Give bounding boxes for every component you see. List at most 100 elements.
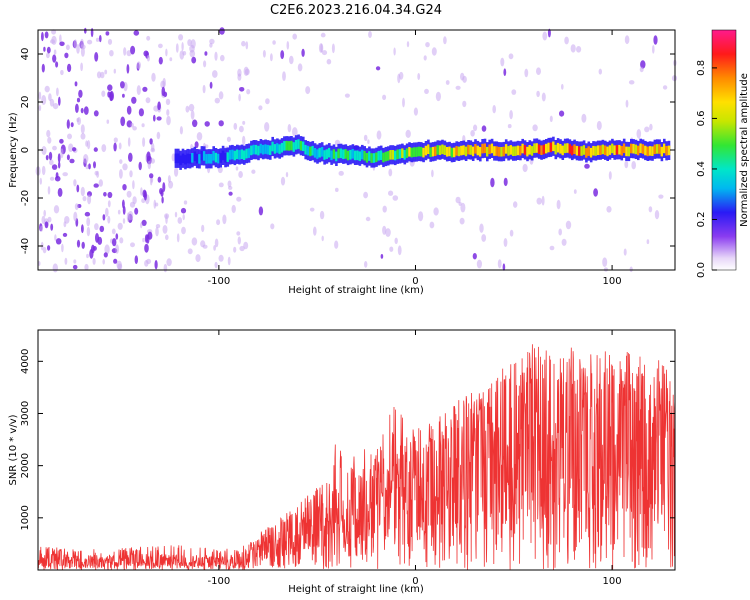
spectrogram-noise-blob bbox=[38, 105, 42, 111]
spectrogram-noise-blob bbox=[272, 40, 276, 45]
spectrogram-ridge-cell bbox=[460, 145, 463, 156]
spectrogram-noise-blob bbox=[382, 94, 387, 101]
spectrogram-noise-blob bbox=[522, 163, 528, 173]
spectrogram-noise-blob bbox=[49, 98, 55, 107]
spectrogram-noise-blob bbox=[109, 50, 114, 57]
spectrogram-ridge-cell bbox=[292, 142, 296, 152]
spectrogram-ridge-cell bbox=[622, 143, 626, 154]
spectrogram-ridge-cell bbox=[200, 150, 204, 161]
spectrogram-noise-blob bbox=[83, 154, 89, 164]
spectrogram-noise-blob bbox=[242, 120, 246, 125]
spectrogram-ridge-cell bbox=[335, 151, 338, 162]
spectrogram-ridge-cell bbox=[604, 145, 607, 156]
spectrogram-ridge-cell bbox=[365, 153, 369, 163]
spectrogram-noise-blob bbox=[524, 68, 529, 78]
spectrogram-noise-blob bbox=[187, 248, 193, 255]
spectrogram-noise-blob bbox=[513, 201, 518, 208]
spectrogram-noise-blob bbox=[37, 261, 41, 266]
spectrogram-ridge-cell bbox=[526, 146, 529, 157]
spectrogram-ridge-cell bbox=[448, 146, 451, 157]
spectrogram-ridge-cell bbox=[245, 148, 248, 159]
spectrogram-noise-blob bbox=[49, 176, 55, 181]
spectrogram-noise-blob bbox=[425, 42, 430, 48]
spectrogram-noise-blob bbox=[623, 248, 627, 256]
x-tick-label: 0 bbox=[412, 276, 418, 287]
spectrogram-ridge-cell bbox=[195, 153, 199, 164]
spectrogram-noise-blob bbox=[132, 180, 135, 190]
spectrogram-noise-blob bbox=[326, 58, 332, 65]
spectrogram-noise-blob bbox=[81, 224, 84, 234]
spectrogram-noise-blob bbox=[49, 159, 54, 166]
spectrogram-noise-blob bbox=[126, 190, 132, 198]
spectrogram-noise-blob bbox=[165, 234, 169, 241]
spectrogram-noise-blob bbox=[78, 89, 83, 98]
spectrogram-noise-blob bbox=[81, 241, 85, 249]
spectrogram-ridge-cell bbox=[660, 146, 664, 157]
spectrogram-noise-blob bbox=[598, 68, 602, 75]
spectrogram-noise-blob bbox=[156, 116, 162, 121]
spectrogram-noise-blob bbox=[102, 259, 105, 265]
spectrogram-noise-blob bbox=[214, 238, 219, 248]
spectrogram-ridge-cell bbox=[455, 146, 458, 156]
spectrogram-noise-blob bbox=[130, 45, 136, 55]
spectrogram-noise-blob bbox=[181, 226, 186, 235]
spectrogram-noise-blob bbox=[93, 161, 96, 169]
spectrogram-ridge-cell bbox=[188, 154, 192, 164]
spectrogram-noise-blob bbox=[43, 209, 46, 217]
spectrogram-noise-blob bbox=[87, 39, 93, 45]
spectrogram-noise-blob bbox=[270, 223, 275, 230]
spectrogram-noise-blob bbox=[58, 96, 61, 106]
spectrogram-ridge-cell bbox=[479, 147, 482, 157]
colorbar-label: Normalized spectral amplitude bbox=[739, 73, 750, 227]
spectrogram-noise-blob bbox=[162, 225, 168, 234]
spectrogram-noise-blob bbox=[147, 160, 151, 170]
spectrogram-noise-blob bbox=[162, 77, 166, 88]
spectrogram-noise-blob bbox=[76, 97, 81, 103]
spectrogram-noise-blob bbox=[93, 147, 98, 152]
spectrogram-ridge-cell bbox=[417, 146, 421, 157]
spectrogram-noise-blob bbox=[179, 126, 183, 135]
spectrogram-noise-blob bbox=[155, 224, 161, 229]
spectrogram-noise-blob bbox=[431, 47, 437, 56]
spectrogram-ridge-cell bbox=[186, 153, 189, 164]
spectrogram-noise-blob bbox=[144, 260, 149, 267]
spectrogram-ridge-cell bbox=[202, 151, 206, 161]
spectrogram-ridge-cell bbox=[212, 151, 215, 161]
spectrogram-noise-blob bbox=[285, 171, 289, 178]
spectrogram-ridge-cell bbox=[462, 145, 466, 155]
spectrogram-noise-blob bbox=[72, 147, 77, 152]
spectrogram-y-ticks: -40 -20 0 20 40 bbox=[20, 48, 675, 254]
spectrogram-noise-blob bbox=[481, 125, 487, 132]
spectrogram-noise-blob bbox=[394, 237, 398, 244]
spectrogram-noise-blob bbox=[301, 48, 305, 58]
spectrogram-noise-blob bbox=[140, 222, 143, 229]
spectrogram-noise-blob bbox=[479, 223, 484, 233]
spectrogram-noise-blob bbox=[84, 211, 91, 217]
spectrogram-ridge-cell bbox=[431, 146, 435, 157]
spectrogram-ridge-cell bbox=[177, 153, 180, 164]
spectrogram-ridge-cell bbox=[198, 154, 201, 164]
spectrogram-ridge-cell bbox=[363, 150, 366, 161]
spectrogram-noise-blob bbox=[549, 245, 555, 251]
spectrogram-noise-blob bbox=[39, 177, 42, 185]
spectrogram-noise-blob bbox=[107, 191, 113, 199]
spectrogram-ridge-cell bbox=[542, 144, 546, 155]
spectrogram-ridge-cell bbox=[618, 144, 621, 155]
spectrogram-noise-blob bbox=[101, 90, 106, 97]
spectrogram-ridge-cell bbox=[405, 148, 409, 158]
spectrogram-ridge-cell bbox=[646, 146, 650, 157]
spectrogram-noise-blob bbox=[90, 27, 94, 38]
spectrogram-noise-blob bbox=[98, 179, 104, 187]
spectrogram-ridge-cell bbox=[429, 147, 432, 157]
spectrogram-ridge-cell bbox=[438, 145, 442, 155]
spectrogram-ridge-cell bbox=[361, 149, 364, 160]
spectrogram-noise-blob bbox=[42, 246, 47, 254]
spectrogram-noise-blob bbox=[95, 37, 100, 42]
spectrogram-noise-blob bbox=[187, 39, 192, 47]
spectrogram-noise-blob bbox=[209, 81, 213, 89]
spectrogram-noise-blob bbox=[536, 90, 540, 98]
spectrogram-ridge-cell bbox=[497, 146, 501, 157]
spectrogram-noise-blob bbox=[157, 101, 161, 111]
spectrogram-noise-blob bbox=[280, 50, 285, 60]
spectrogram-noise-blob bbox=[174, 167, 179, 177]
